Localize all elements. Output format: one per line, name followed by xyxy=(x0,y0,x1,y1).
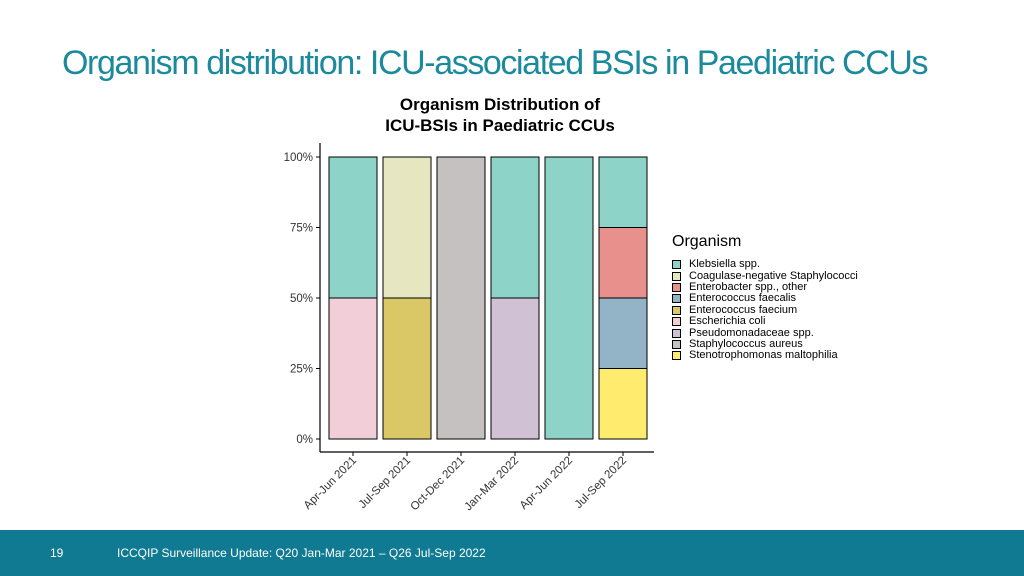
legend-label: Stenotrophomonas maltophilia xyxy=(689,349,838,362)
bar-segment xyxy=(328,297,378,440)
bar-segment xyxy=(598,227,648,299)
legend-swatch xyxy=(672,294,681,304)
x-tick-label: Jul-Sep 2021 xyxy=(357,455,413,511)
legend-swatch xyxy=(672,317,681,327)
y-tick-label: 100% xyxy=(284,152,313,164)
chart-title-line-2: ICU-BSIs in Paediatric CCUs xyxy=(385,116,615,135)
legend-item: Staphylococcus aureus xyxy=(672,337,858,350)
page-number: 19 xyxy=(50,546,64,560)
chart-title: Organism Distribution of ICU-BSIs in Pae… xyxy=(300,94,700,136)
legend-swatch xyxy=(672,282,681,292)
x-tick-label: Apr-Jun 2022 xyxy=(518,455,575,512)
footer-text: ICCQIP Surveillance Update: Q20 Jan-Mar … xyxy=(117,546,486,560)
x-tick-label: Oct-Dec 2021 xyxy=(408,455,467,514)
legend-swatch xyxy=(672,305,681,315)
legend-item: Enterococcus faecalis xyxy=(672,293,858,304)
y-tick-label: 75% xyxy=(290,223,313,235)
legend-label: Pseudomonadaceae spp. xyxy=(689,326,814,339)
y-tick-label: 0% xyxy=(296,434,313,446)
legend-swatch xyxy=(672,328,681,338)
x-tick-label: Jan-Mar 2022 xyxy=(462,455,521,514)
legend-item: Pseudomonadaceae spp. xyxy=(672,327,858,338)
legend-label: Klebsiella spp. xyxy=(689,258,760,271)
legend-label: Enterococcus faecalis xyxy=(689,292,796,305)
legend: Klebsiella spp. Coagulase-negative Staphy… xyxy=(672,259,858,362)
y-tick-label: 25% xyxy=(290,364,313,376)
legend-item: Klebsiella spp. xyxy=(672,259,858,270)
slide-title: Organism distribution: ICU-associated BS… xyxy=(62,44,928,82)
legend-title: Organism xyxy=(672,233,742,250)
legend-label: Coagulase-negative Staphylococci xyxy=(689,269,858,282)
bar-segment xyxy=(598,156,648,228)
legend-label: Escherichia coli xyxy=(689,315,766,328)
footer-bar: 19 ICCQIP Surveillance Update: Q20 Jan-M… xyxy=(0,530,1024,576)
bar-segment xyxy=(436,156,486,440)
legend-swatch xyxy=(672,271,681,281)
legend-swatch xyxy=(672,339,681,349)
bar-segment xyxy=(490,156,540,299)
bar-segment xyxy=(382,156,432,299)
legend-label: Enterobacter spp., other xyxy=(689,280,808,293)
y-tick-label: 50% xyxy=(290,293,313,305)
bar-segment xyxy=(382,297,432,440)
chart-title-line-1: Organism Distribution of xyxy=(399,95,601,114)
legend-item: Coagulase-negative Staphylococci xyxy=(672,270,858,281)
legend-label: Staphylococcus aureus xyxy=(689,337,803,350)
x-tick-label: Apr-Jun 2021 xyxy=(302,455,359,512)
x-tick-label: Jul-Sep 2022 xyxy=(573,455,629,511)
legend-swatch xyxy=(672,260,681,270)
legend-label: Enterococcus faecium xyxy=(689,303,798,316)
legend-item: Enterobacter spp., other xyxy=(672,280,858,293)
bar-segment xyxy=(328,156,378,299)
bar-segment xyxy=(544,156,594,440)
bar-segment xyxy=(598,297,648,369)
bar-segment xyxy=(598,368,648,440)
legend-item: Stenotrophomonas maltophilia xyxy=(672,350,858,361)
legend-item: Enterococcus faecium xyxy=(672,303,858,316)
bar-segment xyxy=(490,297,540,440)
legend-item: Escherichia coli xyxy=(672,316,858,327)
legend-swatch xyxy=(672,351,681,361)
